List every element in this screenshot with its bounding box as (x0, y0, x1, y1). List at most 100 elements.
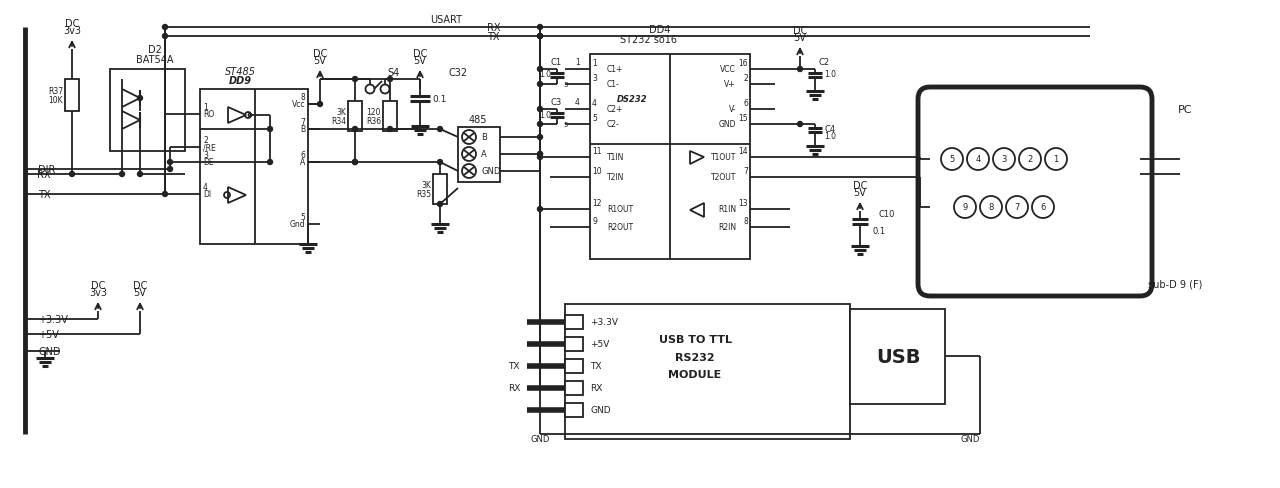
Text: 5: 5 (300, 213, 305, 222)
Text: RX: RX (508, 384, 520, 393)
Text: 485: 485 (468, 115, 488, 125)
Text: 3: 3 (593, 74, 596, 83)
Circle shape (538, 135, 543, 140)
Text: 5: 5 (950, 155, 955, 164)
Circle shape (538, 82, 543, 87)
Text: 5: 5 (563, 122, 568, 128)
Text: 7: 7 (1014, 203, 1020, 212)
Text: B: B (481, 133, 486, 142)
Bar (110, 70, 186, 152)
Text: B: B (300, 125, 305, 134)
Text: DC: DC (792, 26, 808, 36)
Text: 1: 1 (204, 103, 207, 112)
Bar (433, 175, 447, 204)
Circle shape (352, 127, 357, 132)
Bar (850, 309, 945, 404)
Text: RX: RX (37, 170, 50, 180)
Circle shape (538, 67, 543, 72)
Text: GND: GND (481, 167, 500, 176)
Circle shape (538, 152, 543, 157)
Text: RO: RO (204, 110, 214, 119)
Text: 8: 8 (744, 217, 748, 226)
Text: +3.3V: +3.3V (590, 318, 618, 327)
Text: 3: 3 (1001, 155, 1006, 164)
Text: ST232 so16: ST232 so16 (620, 35, 677, 45)
Text: 16: 16 (739, 60, 748, 68)
Text: 6: 6 (744, 99, 748, 108)
Text: 4: 4 (204, 183, 207, 192)
Text: 14: 14 (739, 147, 748, 156)
Text: 10: 10 (593, 167, 602, 176)
Text: 5V: 5V (314, 56, 326, 66)
Circle shape (538, 35, 543, 40)
Circle shape (797, 122, 803, 127)
Text: 3v3: 3v3 (90, 287, 108, 297)
Text: VCC: VCC (721, 65, 736, 74)
Text: 4: 4 (975, 155, 980, 164)
Text: DE: DE (204, 158, 214, 167)
Circle shape (69, 172, 74, 177)
Text: 7: 7 (300, 118, 305, 127)
Text: /RE: /RE (204, 143, 216, 152)
Bar (564, 305, 850, 439)
Text: R1OUT: R1OUT (607, 205, 634, 214)
Text: 7: 7 (744, 167, 748, 176)
Circle shape (352, 77, 357, 82)
Text: TX: TX (508, 362, 520, 371)
Text: V-: V- (728, 105, 736, 114)
Circle shape (538, 25, 543, 30)
Circle shape (438, 160, 443, 165)
Text: 1: 1 (593, 60, 596, 68)
Text: USB: USB (876, 348, 920, 367)
Text: R2IN: R2IN (718, 223, 736, 232)
Text: 3K: 3K (421, 181, 431, 190)
Circle shape (268, 127, 273, 132)
Text: 120: 120 (366, 108, 381, 117)
Text: R1IN: R1IN (718, 205, 736, 214)
Text: DS232: DS232 (617, 95, 648, 104)
Text: C2+: C2+ (607, 105, 623, 114)
Text: DC: DC (133, 281, 147, 290)
Text: 5V: 5V (133, 287, 146, 297)
Text: 1: 1 (575, 59, 580, 67)
Text: C2-: C2- (607, 120, 620, 129)
Circle shape (163, 25, 168, 30)
Text: TX: TX (38, 190, 50, 200)
Circle shape (137, 96, 142, 102)
Circle shape (137, 172, 142, 177)
Text: 1.0: 1.0 (824, 70, 836, 80)
Text: 1.0: 1.0 (539, 111, 550, 120)
Circle shape (168, 160, 173, 165)
Text: 1.0: 1.0 (539, 70, 550, 80)
Text: DC: DC (852, 181, 867, 191)
Text: DD4: DD4 (649, 25, 671, 35)
Bar (458, 128, 500, 183)
Bar (564, 337, 582, 351)
Text: 8: 8 (301, 93, 305, 102)
Text: RX: RX (590, 384, 603, 393)
Text: DI: DI (204, 190, 211, 199)
Circle shape (797, 67, 803, 72)
Text: R34: R34 (330, 117, 346, 126)
Text: 5V: 5V (413, 56, 426, 66)
Text: DC: DC (65, 19, 79, 29)
Circle shape (163, 192, 168, 197)
Circle shape (352, 127, 357, 132)
Text: 2: 2 (1028, 155, 1033, 164)
Text: DD9: DD9 (229, 76, 251, 86)
Text: DIR: DIR (38, 164, 55, 175)
Text: sub-D 9 (F): sub-D 9 (F) (1148, 280, 1202, 289)
Text: 0.1: 0.1 (872, 227, 886, 236)
Text: 12: 12 (593, 199, 602, 208)
Text: GND: GND (718, 120, 736, 129)
Text: TX: TX (590, 362, 602, 371)
Text: R37: R37 (47, 86, 63, 96)
Text: 1.0: 1.0 (824, 132, 836, 141)
Bar (564, 315, 582, 329)
Text: PC: PC (1178, 105, 1192, 115)
Text: RX: RX (486, 23, 500, 33)
Text: C3: C3 (550, 98, 562, 107)
Text: GND: GND (960, 434, 980, 443)
Text: V+: V+ (724, 81, 736, 89)
Text: 5V: 5V (854, 187, 867, 198)
